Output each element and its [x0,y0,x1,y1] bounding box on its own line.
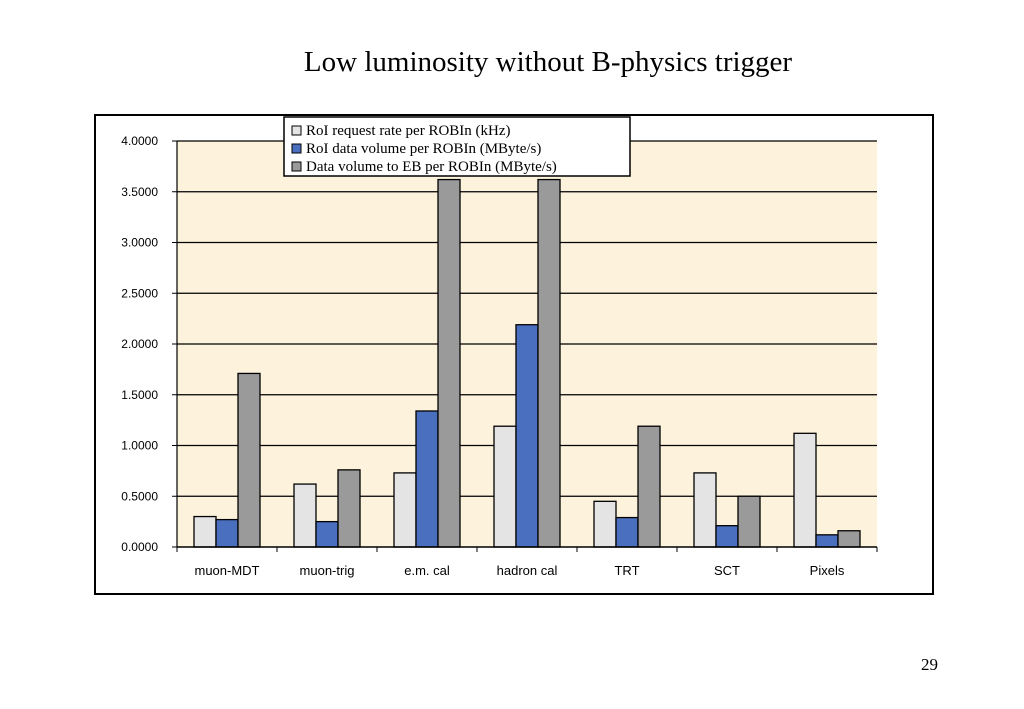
x-category-label: SCT [714,563,740,578]
bar-pixels-series-1 [793,432,817,548]
bar-muon-mdt-series-3 [237,372,261,548]
bar-hadron-cal-series-3 [537,178,561,548]
x-category-label: TRT [614,563,639,578]
bar-pixels-series-3 [837,530,861,548]
bar-sct-series-1 [693,472,717,548]
y-tick-label: 0.5000 [121,489,158,503]
page-number: 29 [921,655,938,674]
y-tick-label: 1.5000 [121,388,158,402]
bar-hadron-cal-series-2 [515,324,539,548]
y-tick-label: 2.0000 [121,337,158,351]
bar-hadron-cal-series-1 [493,425,517,548]
x-category-label: muon-trig [300,563,355,578]
y-tick-label: 3.5000 [121,185,158,199]
bar-muon-mdt-series-1 [193,515,217,548]
bar-muon-mdt-series-2 [215,518,239,548]
bar-trt-series-2 [615,516,639,548]
legend-swatch-1 [291,125,302,136]
x-category-label: Pixels [810,563,845,578]
x-category-label: hadron cal [497,563,558,578]
y-tick-label: 2.5000 [121,286,158,300]
y-tick-label: 1.0000 [121,439,158,453]
legend-label-3: Data volume to EB per ROBIn (MByte/s) [306,159,557,175]
bar-chart: 0.0000 0.5000 1.0000 1.5000 2.0000 2.5000 3.00… [121,116,878,578]
legend-box [283,116,631,177]
legend-swatch-2 [291,143,302,154]
x-category-label: muon-MDT [194,563,259,578]
chart-frame: 0.0000 0.5000 1.0000 1.5000 2.0000 2.5000 3.00… [94,114,934,595]
x-category-label: e.m. cal [404,563,450,578]
bar-trt-series-3 [637,425,661,548]
bar-muon-trig-series-3 [337,469,361,548]
bar-e-m-cal-series-3 [437,178,461,548]
bar-sct-series-2 [715,525,739,548]
bar-muon-trig-series-2 [315,520,339,548]
y-tick-label: 0.0000 [121,540,158,554]
legend-label-1: RoI request rate per ROBIn (kHz) [306,123,511,139]
bar-sct-series-3 [737,495,761,548]
bar-e-m-cal-series-2 [415,410,439,548]
legend-label-2: RoI data volume per ROBIn (MByte/s) [306,141,541,157]
slide-title: Low luminosity without B-physics trigger [303,46,793,78]
bar-e-m-cal-series-1 [393,472,417,548]
legend-swatch-3 [291,161,302,172]
y-tick-label: 3.0000 [121,236,158,250]
bar-trt-series-1 [593,500,617,548]
bar-muon-trig-series-1 [293,483,317,548]
bar-pixels-series-2 [815,534,839,548]
y-tick-label: 4.0000 [121,134,158,148]
